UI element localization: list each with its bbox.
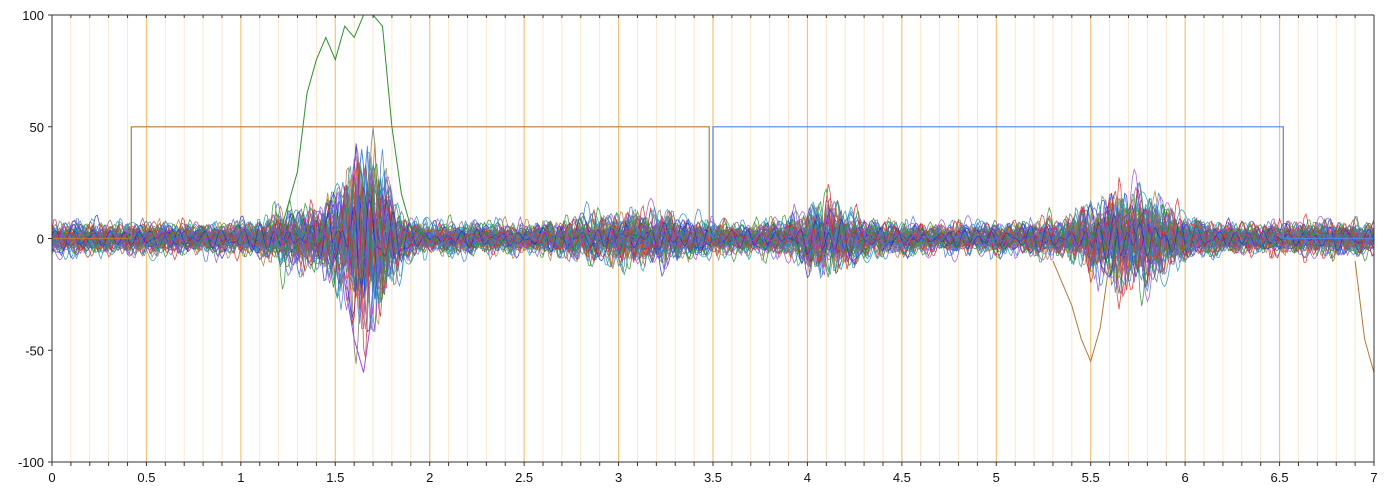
event-marker-line (52, 126, 710, 240)
x-tick-label: 7 (1370, 470, 1377, 485)
highlighted-traces (278, 14, 1375, 373)
axes (48, 14, 1375, 466)
y-tick-label: 50 (30, 120, 44, 135)
channel-trace (51, 162, 1375, 358)
x-tick-label: 3 (615, 470, 622, 485)
x-tick-label: 1.5 (326, 470, 344, 485)
x-tick-label: 4.5 (893, 470, 911, 485)
x-tick-label: 2 (426, 470, 433, 485)
x-tick-label: 5.5 (1082, 470, 1100, 485)
x-tick-label: 0 (48, 470, 55, 485)
x-tick-label: 4 (804, 470, 811, 485)
y-tick-label: -100 (18, 455, 44, 470)
highlighted-trace (278, 14, 430, 239)
x-tick-label: 6.5 (1271, 470, 1289, 485)
y-tick-label: 100 (22, 8, 44, 23)
x-tick-label: 2.5 (515, 470, 533, 485)
highlighted-trace (1354, 260, 1375, 373)
x-tick-label: 1 (237, 470, 244, 485)
y-tick-label: -50 (25, 343, 44, 358)
highlighted-trace (1052, 260, 1111, 363)
channel-trace (51, 162, 1375, 305)
x-tick-labels: 0 0.5 1 1.5 2 2.5 3 3.5 4 4.5 5 5.5 6 6.5 7 (48, 470, 1377, 485)
channel-trace (51, 178, 1375, 296)
highlighted-trace (344, 283, 374, 373)
x-tick-label: 5 (993, 470, 1000, 485)
marker-lines (52, 126, 1374, 240)
x-tick-label: 3.5 (704, 470, 722, 485)
x-tick-label: 0.5 (137, 470, 155, 485)
x-tick-label: 6 (1182, 470, 1189, 485)
y-tick-label: 0 (37, 232, 44, 247)
y-tick-labels: 100 50 0 -50 -100 (18, 8, 44, 470)
event-marker-line (712, 126, 1374, 240)
